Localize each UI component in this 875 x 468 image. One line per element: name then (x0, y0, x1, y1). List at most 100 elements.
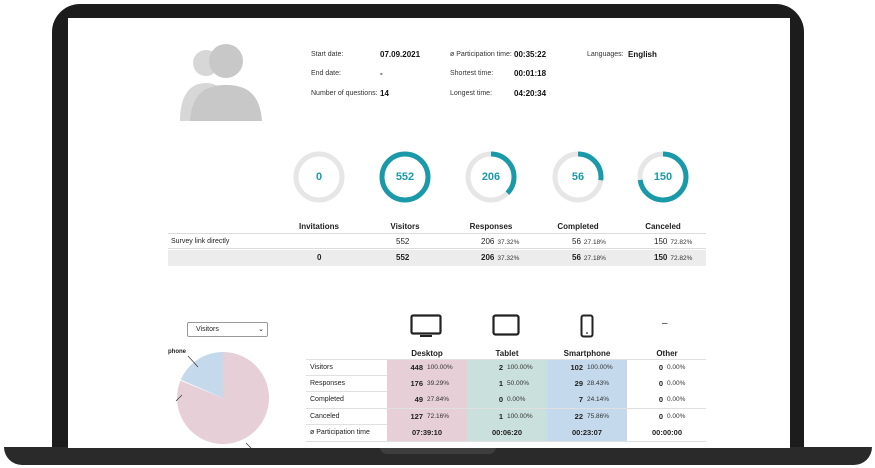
participation-time-row: ø Participation time 07:39:10 00:06:20 0… (306, 425, 707, 442)
responses-ring-value: 206 (481, 171, 501, 183)
screen: Start date: 07.09.2021 End date: - Numbe… (68, 18, 790, 448)
completed-ring-value: 56 (571, 171, 585, 183)
percent: 100.00% (427, 364, 453, 371)
value: 1 (498, 411, 503, 421)
percent: 100.00% (587, 364, 613, 371)
row-label: ø Participation time (310, 429, 370, 436)
desktop-cell: 07:39:10 (387, 425, 467, 441)
percent: 0.00% (667, 379, 686, 387)
smartphone-cell: 22 75.86% (547, 408, 627, 425)
longest-time-value: 04:20:34 (514, 89, 547, 98)
smartphone-icon (580, 314, 594, 338)
smartphone-cell: 7 24.14% (547, 392, 627, 408)
percent: 50.00% (507, 379, 530, 387)
start-date-label: Start date: (311, 51, 344, 58)
desktop-cell: 448 100.00% (387, 360, 467, 376)
tablet-icon (492, 314, 520, 336)
tablet-cell: 0 0.00% (467, 392, 547, 408)
value: 22 (574, 411, 583, 421)
visitors-value: 552 (396, 237, 410, 246)
header-smartphone: Smartphone (563, 349, 611, 358)
value: 0 (658, 395, 663, 404)
completed-cell: 56 27.18% (572, 234, 606, 250)
tablet-cell: 2 100.00% (467, 360, 547, 376)
device-table: Visitors 448 100.00% 2 100.00% 102 100.00% … (306, 359, 707, 442)
metric-select-value: Visitors (196, 326, 219, 333)
value: 7 (578, 395, 583, 404)
responses-total-pct: 37.32% (497, 255, 520, 262)
tablet-cell: 1 50.00% (467, 375, 547, 392)
desktop-cell: 127 72.16% (387, 408, 467, 425)
row-label: Visitors (310, 364, 333, 371)
pie-slice-smartphone (180, 352, 223, 398)
value: 0 (498, 395, 503, 404)
languages-value: English (628, 50, 657, 59)
time-value: 00:06:20 (491, 428, 523, 437)
completed-pct: 27.18% (583, 239, 606, 246)
responses-ring: 206 (464, 150, 518, 204)
device-pie-chart (175, 352, 269, 448)
avatar-icon (168, 33, 268, 123)
shortest-time-value: 00:01:18 (514, 69, 547, 78)
percent: 39.29% (427, 379, 450, 387)
visitors-ring: 552 (378, 150, 432, 204)
percent: 0.00% (507, 396, 526, 403)
end-date-label: End date: (311, 70, 341, 77)
percent: 24.14% (587, 396, 610, 403)
invitations-total: 0 (317, 253, 322, 262)
invitations-ring-value: 0 (315, 171, 323, 183)
completed-total-pct: 27.18% (583, 255, 606, 262)
value: 0 (658, 378, 663, 388)
laptop-notch (380, 447, 496, 454)
metric-select[interactable]: Visitors ⌄ (187, 322, 268, 337)
desktop-cell: 49 27.84% (387, 392, 467, 408)
start-date-value: 07.09.2021 (380, 50, 421, 59)
canceled-ring: 150 (636, 150, 690, 204)
tablet-cell: 00:06:20 (467, 425, 547, 441)
percent: 27.84% (427, 396, 450, 403)
longest-time-label: Longest time: (450, 90, 493, 97)
responses-total-cell: 206 37.32% (481, 250, 519, 266)
header-tablet: Tablet (495, 349, 519, 358)
percent: 72.16% (427, 412, 450, 420)
totals-row: 0 552 206 37.32% 56 27.18% 150 72.82% (168, 250, 706, 266)
row-label: Completed (310, 396, 344, 403)
value: 29 (574, 378, 583, 388)
avg-time-value: 00:35:22 (514, 50, 547, 59)
value: 0 (658, 363, 663, 372)
canceled-total: 150 (654, 253, 668, 262)
header-desktop: Desktop (411, 349, 443, 358)
time-value: 00:23:07 (571, 428, 603, 437)
visitors-total: 552 (396, 253, 410, 262)
end-date-value: - (380, 69, 383, 78)
header-other: Other (656, 349, 678, 358)
canceled-total-cell: 150 72.82% (654, 250, 692, 266)
header-responses: Responses (469, 222, 513, 231)
value: 1 (498, 378, 503, 388)
canceled-ring-value: 150 (653, 171, 673, 183)
visitors-ring-value: 552 (395, 171, 415, 183)
percent: 100.00% (507, 364, 533, 371)
canceled-value: 150 (654, 237, 668, 246)
time-value: 00:00:00 (651, 428, 683, 437)
header-visitors: Visitors (390, 222, 420, 231)
value: 2 (498, 363, 503, 372)
other-cell: 0 0.00% (627, 408, 707, 425)
percent: 0.00% (667, 396, 686, 403)
time-value: 07:39:10 (411, 428, 443, 437)
value: 49 (414, 395, 423, 404)
row-label: Responses (310, 379, 346, 387)
header-completed: Completed (557, 222, 599, 231)
responses-total: 206 (481, 253, 495, 262)
percent: 100.00% (507, 412, 533, 420)
value: 127 (410, 411, 423, 421)
value: 0 (658, 411, 663, 421)
tablet-cell: 1 100.00% (467, 408, 547, 425)
other-cell: 0 0.00% (627, 360, 707, 376)
canceled-total-pct: 72.82% (670, 255, 693, 262)
percent: 75.86% (587, 412, 610, 420)
shortest-time-label: Shortest time: (450, 70, 494, 77)
header-canceled: Canceled (645, 222, 681, 231)
languages-label: Languages: (587, 51, 624, 58)
completed-value: 56 (572, 237, 581, 246)
